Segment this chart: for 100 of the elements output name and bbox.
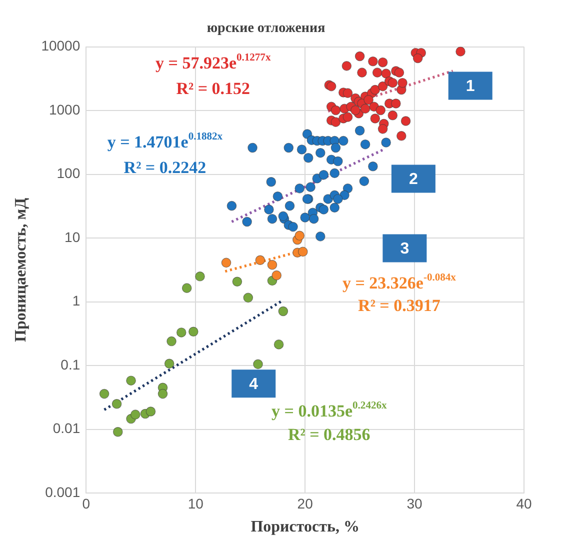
point (284, 200, 295, 211)
point (391, 98, 401, 108)
point (394, 68, 404, 78)
point (330, 142, 341, 153)
point (360, 139, 370, 150)
point (354, 51, 365, 62)
point (381, 68, 391, 78)
y-axis-title: Проницаемость, мД (12, 198, 30, 342)
point (300, 212, 310, 222)
chart-title: юрские отложения (206, 21, 326, 36)
point (278, 211, 288, 222)
point (294, 184, 304, 194)
point (288, 222, 298, 232)
annotation: R² = 0.3917 (358, 296, 441, 315)
point (378, 57, 388, 68)
point (284, 142, 294, 153)
x-tick-label: 0 (82, 495, 90, 512)
point (255, 255, 266, 266)
y-tick-label: 10 (64, 228, 80, 245)
point (306, 182, 316, 192)
point (176, 328, 186, 338)
point (350, 105, 360, 116)
x-tick-label: 20 (297, 495, 314, 512)
point (330, 168, 340, 178)
point (272, 270, 282, 280)
point (182, 283, 192, 293)
point (388, 110, 398, 120)
point (359, 176, 370, 186)
point (338, 136, 348, 146)
point (333, 194, 343, 204)
point (381, 138, 391, 148)
point (266, 176, 276, 187)
point (330, 105, 341, 116)
point (333, 156, 343, 166)
point (342, 112, 353, 122)
point (264, 204, 274, 214)
y-tick-label: 0.1 (60, 356, 80, 372)
y-tick-label: 100 (56, 165, 80, 182)
point (354, 126, 365, 136)
point (330, 117, 341, 127)
point (130, 410, 140, 420)
annotation: 3 (400, 240, 410, 258)
point (248, 142, 258, 153)
point (378, 124, 388, 134)
y-tick-label: 10000 (41, 38, 80, 54)
point (315, 148, 326, 158)
point (99, 388, 110, 399)
point (267, 214, 278, 224)
point (400, 116, 411, 126)
point (370, 114, 380, 124)
x-tick-label: 30 (406, 495, 423, 512)
y-tick-label: 1 (72, 292, 80, 309)
point (318, 204, 329, 214)
point (126, 376, 136, 386)
point (456, 46, 466, 56)
point (253, 359, 263, 370)
point (221, 258, 232, 268)
point (267, 260, 278, 270)
point (232, 276, 242, 287)
x-tick-label: 10 (188, 495, 204, 512)
point (294, 230, 304, 241)
x-axis-title: Пористость, % (250, 518, 360, 536)
point (376, 105, 386, 116)
annotation: R² = 0.152 (176, 79, 250, 98)
point (242, 216, 252, 227)
point (342, 61, 352, 71)
point (112, 398, 122, 409)
point (398, 78, 408, 88)
annotation: R² = 0.4856 (288, 424, 370, 444)
point (357, 68, 367, 78)
point (396, 131, 406, 141)
point (342, 88, 353, 98)
point (318, 170, 329, 180)
point (274, 340, 284, 350)
point (368, 161, 378, 172)
point (272, 191, 283, 202)
point (164, 358, 174, 369)
point (330, 202, 340, 213)
y-tick-label: 1000 (48, 101, 80, 118)
point (158, 388, 168, 399)
point (226, 200, 237, 211)
point (368, 56, 378, 66)
point (166, 336, 176, 346)
point (378, 81, 388, 92)
point (243, 292, 254, 303)
annotation: 4 (249, 376, 258, 394)
point (315, 232, 326, 242)
point (146, 406, 156, 416)
point (388, 78, 398, 88)
x-tick-label: 40 (516, 495, 532, 512)
y-tick-label: 0.01 (52, 420, 80, 436)
point (195, 272, 205, 282)
point (296, 144, 307, 154)
annotation: 2 (408, 171, 418, 188)
point (298, 246, 308, 257)
point (412, 53, 423, 64)
point (360, 104, 370, 114)
annotation: 1 (466, 78, 475, 96)
annotation: R² = 0.2242 (124, 158, 206, 178)
point (308, 214, 319, 224)
